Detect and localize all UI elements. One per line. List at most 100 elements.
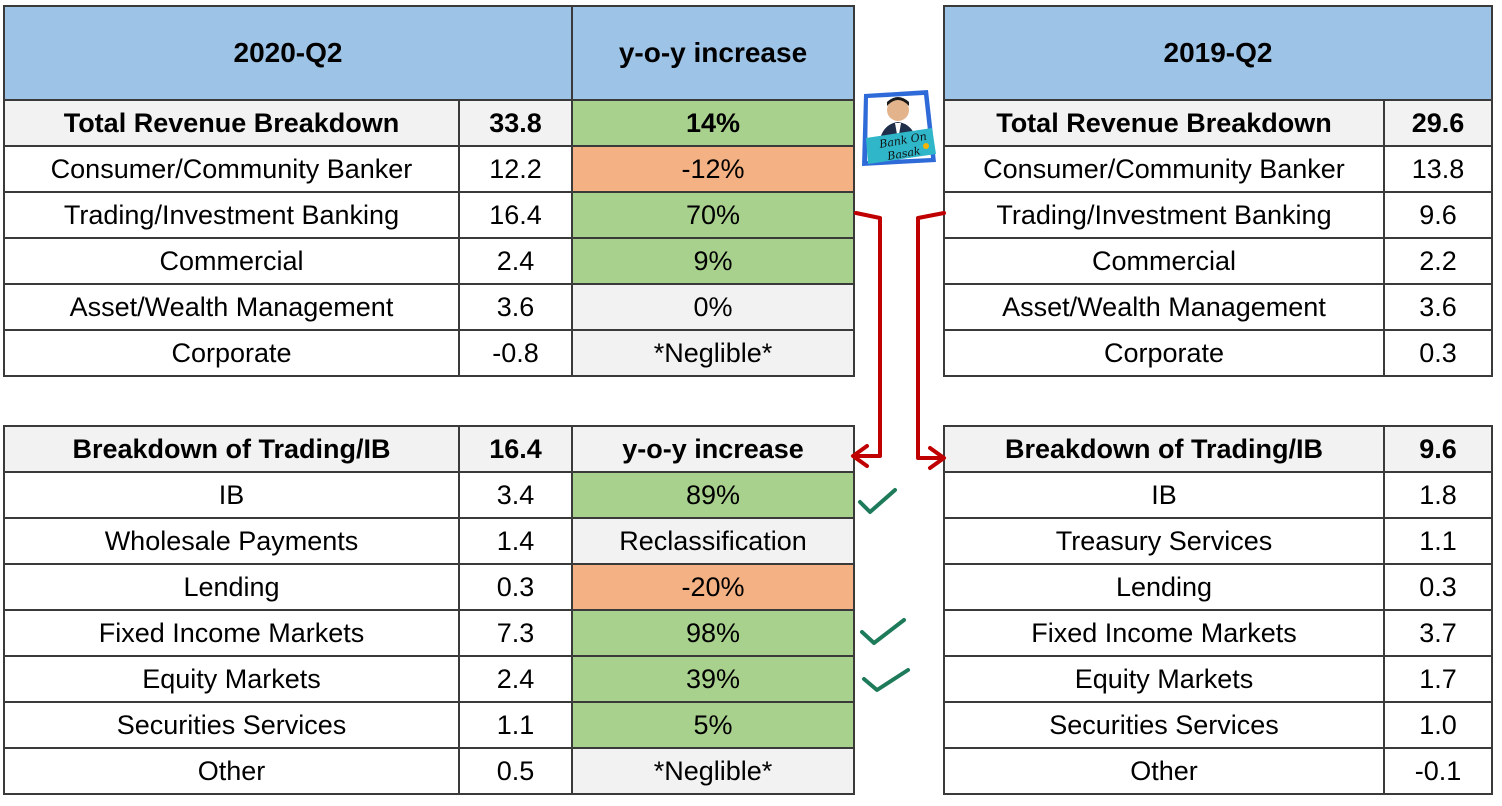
table-title-2019-q2: 2019-Q2 [943, 5, 1493, 101]
row-label: IB [943, 471, 1385, 519]
red-arrowhead-left [851, 444, 869, 468]
row-label: Treasury Services [943, 517, 1385, 565]
table-row: Securities Services 1.1 5% [3, 701, 855, 749]
breakdown-header-label: Breakdown of Trading/IB [943, 425, 1385, 473]
row-label: Consumer/Community Banker [3, 145, 460, 193]
green-check-icon [858, 488, 897, 514]
row-value: 12.2 [458, 145, 573, 193]
green-check-icon [860, 618, 906, 645]
table-title-2020-q2: 2020-Q2 [3, 5, 573, 101]
table-row: Lending 0.3 -20% [3, 563, 855, 611]
total-revenue-yoy: 14% [571, 99, 855, 147]
table-row: Wholesale Payments 1.4 Reclassification [3, 517, 855, 565]
row-yoy: -12% [571, 145, 855, 193]
table-row: Trading/Investment Banking 9.6 [943, 191, 1493, 239]
row-label: Fixed Income Markets [943, 609, 1385, 657]
row-value: -0.1 [1383, 747, 1493, 795]
row-label: Trading/Investment Banking [3, 191, 460, 239]
table-row: Commercial 2.2 [943, 237, 1493, 285]
row-value: 1.0 [1383, 701, 1493, 749]
row-value: 0.3 [458, 563, 573, 611]
row-yoy: 98% [571, 609, 855, 657]
row-value: 0.3 [1383, 563, 1493, 611]
row-value: 1.8 [1383, 471, 1493, 519]
row-yoy: *Neglible* [571, 747, 855, 795]
row-label: Other [943, 747, 1385, 795]
table-trading-ib-2020: Breakdown of Trading/IB 16.4 y-o-y incre… [3, 425, 855, 795]
row-yoy: 0% [571, 283, 855, 331]
total-revenue-label: Total Revenue Breakdown [943, 99, 1385, 147]
table-row: Asset/Wealth Management 3.6 0% [3, 283, 855, 331]
table-row: Corporate 0.3 [943, 329, 1493, 377]
table-row: Lending 0.3 [943, 563, 1493, 611]
row-value: 9.6 [1383, 191, 1493, 239]
row-yoy: *Neglible* [571, 329, 855, 377]
table-2020-q2: 2020-Q2 y-o-y increase Total Revenue Bre… [3, 5, 855, 377]
row-label: Equity Markets [3, 655, 460, 703]
row-label: Fixed Income Markets [3, 609, 460, 657]
green-check-icon [862, 668, 910, 692]
row-value: 0.3 [1383, 329, 1493, 377]
table-row: IB 1.8 [943, 471, 1493, 519]
yoy-title: y-o-y increase [571, 5, 855, 101]
row-value: 1.7 [1383, 655, 1493, 703]
row-value: 7.3 [458, 609, 573, 657]
row-label: Wholesale Payments [3, 517, 460, 565]
row-yoy: 9% [571, 237, 855, 285]
table-row: Commercial 2.4 9% [3, 237, 855, 285]
row-value: 16.4 [458, 191, 573, 239]
row-yoy: Reclassification [571, 517, 855, 565]
row-label: Equity Markets [943, 655, 1385, 703]
row-yoy: 89% [571, 471, 855, 519]
row-value: 2.4 [458, 655, 573, 703]
table-row: Trading/Investment Banking 16.4 70% [3, 191, 855, 239]
row-label: Securities Services [943, 701, 1385, 749]
row-value: 3.6 [1383, 283, 1493, 331]
row-yoy: -20% [571, 563, 855, 611]
row-label: Consumer/Community Banker [943, 145, 1385, 193]
table-row: IB 3.4 89% [3, 471, 855, 519]
row-label: Other [3, 747, 460, 795]
table-row: Fixed Income Markets 3.7 [943, 609, 1493, 657]
row-value: 1.1 [458, 701, 573, 749]
breakdown-header-value: 16.4 [458, 425, 573, 473]
total-revenue-value: 33.8 [458, 99, 573, 147]
table-2019-q2: 2019-Q2 Total Revenue Breakdown 29.6 Con… [943, 5, 1493, 377]
row-value: 1.4 [458, 517, 573, 565]
row-label: Trading/Investment Banking [943, 191, 1385, 239]
total-revenue-value: 29.6 [1383, 99, 1493, 147]
row-label: Lending [943, 563, 1385, 611]
table-row: Equity Markets 2.4 39% [3, 655, 855, 703]
row-label: Lending [3, 563, 460, 611]
total-revenue-label: Total Revenue Breakdown [3, 99, 460, 147]
row-yoy: 5% [571, 701, 855, 749]
table-row: Consumer/Community Banker 12.2 -12% [3, 145, 855, 193]
table-row: Treasury Services 1.1 [943, 517, 1493, 565]
red-bracket-arrow-right [916, 211, 946, 460]
breakdown-header-yoy: y-o-y increase [571, 425, 855, 473]
row-value: 3.4 [458, 471, 573, 519]
row-value: 1.1 [1383, 517, 1493, 565]
breakdown-header-label: Breakdown of Trading/IB [3, 425, 460, 473]
row-value: 2.4 [458, 237, 573, 285]
row-label: IB [3, 471, 460, 519]
row-value: -0.8 [458, 329, 573, 377]
row-label: Commercial [943, 237, 1385, 285]
table-row: Asset/Wealth Management 3.6 [943, 283, 1493, 331]
row-value: 13.8 [1383, 145, 1493, 193]
row-yoy: 39% [571, 655, 855, 703]
table-row: Fixed Income Markets 7.3 98% [3, 609, 855, 657]
table-row: Other 0.5 *Neglible* [3, 747, 855, 795]
row-label: Securities Services [3, 701, 460, 749]
row-label: Corporate [3, 329, 460, 377]
row-label: Asset/Wealth Management [3, 283, 460, 331]
table-row: Other -0.1 [943, 747, 1493, 795]
table-row: Corporate -0.8 *Neglible* [3, 329, 855, 377]
table-trading-ib-2019: Breakdown of Trading/IB 9.6 IB 1.8 Treas… [943, 425, 1493, 795]
row-label: Commercial [3, 237, 460, 285]
red-bracket-arrow-left [853, 211, 882, 458]
row-value: 0.5 [458, 747, 573, 795]
row-value: 2.2 [1383, 237, 1493, 285]
row-value: 3.7 [1383, 609, 1493, 657]
red-arrowhead-right [928, 446, 946, 470]
